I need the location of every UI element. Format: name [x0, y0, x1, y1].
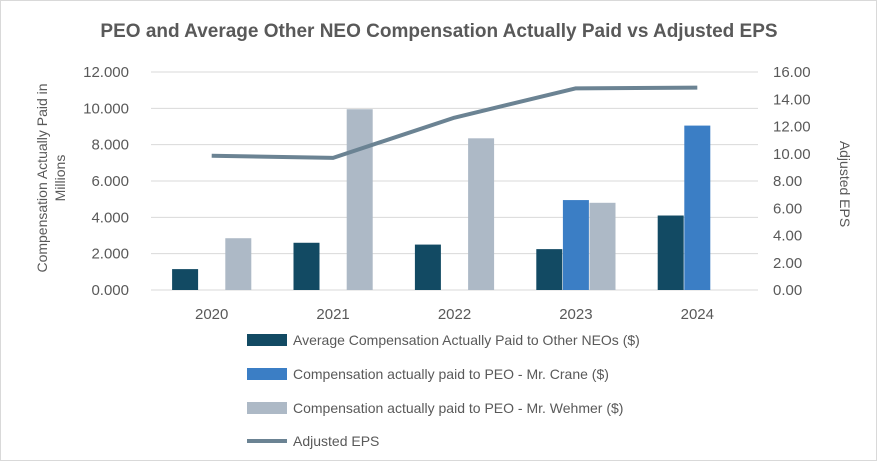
left-tick-label: 8.000 — [91, 137, 129, 154]
right-axis-label: Adjusted EPS — [837, 141, 853, 227]
bars — [172, 109, 711, 290]
right-tick-label: 14.00 — [773, 91, 811, 108]
left-tick-label: 4.000 — [91, 209, 129, 226]
eps-line — [211, 85, 698, 160]
right-tick-label: 4.00 — [773, 228, 802, 245]
legend-label-other-neos: Average Compensation Actually Paid to Ot… — [293, 332, 640, 348]
x-tick-label: 2022 — [438, 306, 471, 323]
bar-wehmer — [225, 238, 252, 290]
right-axis-ticks: 0.00 2.00 4.00 6.00 8.00 10.00 12.00 14.00 16.00 — [773, 64, 811, 299]
x-tick-label: 2023 — [559, 306, 592, 323]
right-tick-label: 12.00 — [773, 119, 811, 136]
left-tick-label: 6.000 — [91, 173, 129, 190]
bar-other-neos — [293, 242, 320, 290]
legend: Average Compensation Actually Paid to Ot… — [247, 332, 640, 449]
eps-line-group — [211, 85, 698, 160]
legend-label-crane: Compensation actually paid to PEO - Mr. … — [293, 366, 609, 382]
x-tick-label: 2020 — [195, 306, 228, 323]
left-tick-label: 2.000 — [91, 246, 129, 263]
right-tick-label: 2.00 — [773, 255, 802, 272]
x-tick-label: 2021 — [316, 306, 349, 323]
legend-swatch-other-neos — [247, 334, 287, 346]
x-axis-ticks: 2020 2021 2022 2023 2024 — [195, 306, 714, 323]
right-tick-label: 16.00 — [773, 64, 811, 81]
bar-wehmer — [468, 138, 495, 290]
legend-label-wehmer: Compensation actually paid to PEO - Mr. … — [293, 400, 623, 416]
bar-other-neos — [414, 244, 441, 290]
bar-other-neos — [536, 249, 563, 290]
x-tick-label: 2024 — [681, 306, 714, 323]
legend-label-eps: Adjusted EPS — [293, 433, 379, 449]
bar-crane — [562, 200, 589, 290]
right-tick-label: 0.00 — [773, 282, 802, 299]
right-tick-label: 8.00 — [773, 173, 802, 190]
gridlines — [151, 71, 758, 291]
left-axis-label-line2: Millions — [52, 155, 68, 202]
left-axis-label-line1: Compensation Actually Paid in — [34, 83, 50, 272]
chart-title: PEO and Average Other NEO Compensation A… — [100, 21, 777, 42]
bar-wehmer — [346, 109, 373, 290]
legend-swatch-wehmer — [247, 402, 287, 414]
bar-other-neos — [657, 215, 684, 290]
right-tick-label: 10.00 — [773, 146, 811, 163]
left-tick-label: 10.000 — [83, 100, 129, 117]
left-axis-ticks: 0.000 2.000 4.000 6.000 8.000 10.000 12.000 — [83, 64, 129, 299]
bar-wehmer — [589, 202, 616, 290]
right-tick-label: 6.00 — [773, 200, 802, 217]
left-tick-label: 12.000 — [83, 64, 129, 81]
bar-other-neos — [172, 269, 199, 290]
legend-swatch-crane — [247, 368, 287, 380]
bar-crane — [684, 125, 711, 290]
left-tick-label: 0.000 — [91, 282, 129, 299]
